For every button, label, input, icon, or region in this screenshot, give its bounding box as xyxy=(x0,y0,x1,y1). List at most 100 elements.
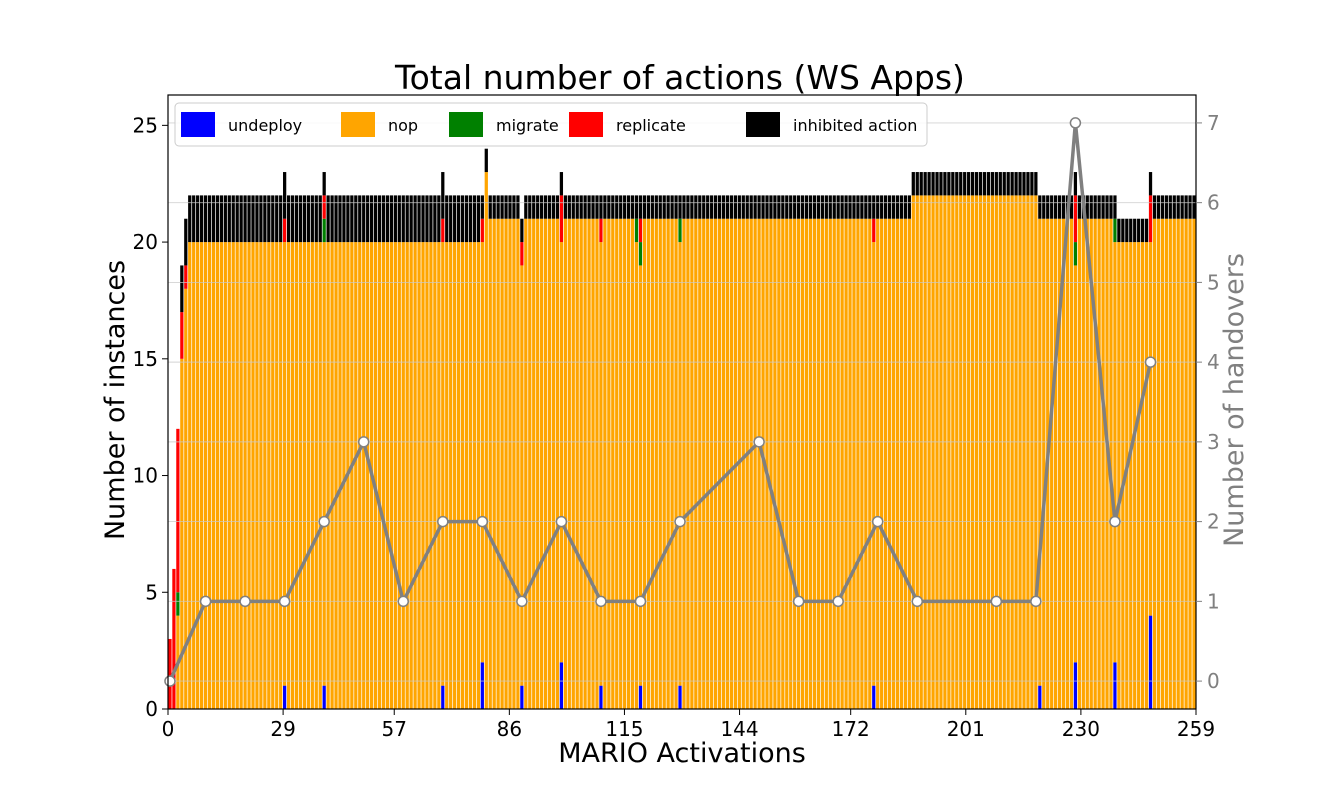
bar-nop xyxy=(982,195,987,709)
bar-inhibited-action xyxy=(358,195,362,243)
bar-nop xyxy=(907,218,911,710)
bar-nop xyxy=(1168,218,1172,710)
bar-nop xyxy=(603,218,607,710)
bar-nop xyxy=(836,218,840,710)
y2-tick-label: 5 xyxy=(1207,270,1220,294)
bar-nop xyxy=(504,218,508,710)
bar-inhibited-action xyxy=(650,195,654,219)
bar-nop xyxy=(219,242,223,709)
bar-nop xyxy=(433,242,437,709)
bar-inhibited-action xyxy=(951,172,955,196)
bar-nop xyxy=(1073,265,1078,663)
bar-inhibited-action xyxy=(682,195,686,219)
bar-inhibited-action xyxy=(508,195,512,219)
bar-nop xyxy=(1061,218,1066,710)
y2-tick-label: 1 xyxy=(1207,589,1220,613)
bar-nop xyxy=(1018,195,1022,709)
legend-swatch-nop xyxy=(341,112,375,137)
y-tick-label: 15 xyxy=(133,347,158,371)
bar-inhibited-action xyxy=(342,195,346,243)
bar-inhibited-action xyxy=(931,172,935,196)
bar-nop xyxy=(872,242,876,686)
bar-inhibited-action xyxy=(611,195,615,219)
bar-inhibited-action xyxy=(1089,195,1093,219)
handovers-point xyxy=(437,515,449,528)
bar-nop xyxy=(1152,218,1157,710)
bar-nop xyxy=(476,242,480,709)
bar-nop xyxy=(630,218,635,710)
x-tick-label: 0 xyxy=(162,717,175,741)
bar-nop xyxy=(543,218,548,710)
bar-inhibited-action xyxy=(737,195,741,219)
bar-nop xyxy=(1002,195,1006,709)
bar-inhibited-action xyxy=(1172,195,1176,219)
bar-inhibited-action xyxy=(1156,195,1161,219)
bar-nop xyxy=(820,218,824,710)
bar-nop xyxy=(1113,242,1117,663)
bar-inhibited-action xyxy=(223,195,227,243)
bar-nop xyxy=(1121,242,1125,709)
bar-replicate xyxy=(638,218,643,243)
bar-inhibited-action xyxy=(373,195,378,243)
bar-inhibited-action xyxy=(978,172,983,196)
x-tick-label: 86 xyxy=(497,717,522,741)
bar-inhibited-action xyxy=(947,172,951,196)
bar-inhibited-action xyxy=(271,195,275,243)
bar-nop xyxy=(785,218,789,710)
bar-migrate xyxy=(634,218,639,243)
bar-nop xyxy=(690,218,694,710)
bar-nop xyxy=(429,242,433,709)
bar-inhibited-action xyxy=(824,195,828,219)
bar-inhibited-action xyxy=(1168,195,1172,219)
bar-inhibited-action xyxy=(777,195,781,219)
bar-inhibited-action xyxy=(852,195,856,219)
bar-inhibited-action xyxy=(449,195,453,243)
bar-undeploy xyxy=(520,685,524,709)
bar-inhibited-action xyxy=(203,195,208,243)
bar-nop xyxy=(773,218,777,710)
bar-nop xyxy=(595,218,599,710)
bar-inhibited-action xyxy=(1093,195,1097,219)
bar-inhibited-action xyxy=(192,195,196,243)
bar-nop xyxy=(611,218,615,710)
bar-nop xyxy=(417,242,421,709)
handovers-point xyxy=(990,595,1003,608)
handovers-point xyxy=(792,595,805,608)
bar-inhibited-action xyxy=(330,195,334,243)
bar-inhibited-action xyxy=(619,195,623,219)
bar-nop xyxy=(721,218,726,710)
handovers-point xyxy=(199,595,212,608)
x-tick-label: 57 xyxy=(382,717,407,741)
bar-inhibited-action xyxy=(279,195,283,243)
bar-inhibited-action xyxy=(551,195,556,219)
bar-nop xyxy=(516,218,520,710)
bar-nop xyxy=(362,242,366,709)
bar-nop xyxy=(397,242,401,709)
bar-replicate xyxy=(1073,195,1078,243)
bar-nop xyxy=(583,218,587,710)
bar-nop xyxy=(1006,195,1010,709)
handovers-point xyxy=(595,595,607,608)
bar-inhibited-action xyxy=(393,195,397,243)
bar-replicate xyxy=(176,428,180,593)
bar-inhibited-action xyxy=(970,172,975,196)
bar-nop xyxy=(215,242,220,709)
bar-nop xyxy=(425,242,429,709)
bar-nop xyxy=(800,218,805,710)
bar-nop xyxy=(1172,218,1176,710)
bar-inhibited-action xyxy=(453,195,457,243)
bar-inhibited-action xyxy=(808,195,813,219)
bar-nop xyxy=(1184,218,1188,710)
bar-inhibited-action xyxy=(389,195,394,243)
bar-nop xyxy=(449,242,453,709)
bar-inhibited-action xyxy=(516,195,520,219)
bar-replicate xyxy=(872,218,876,243)
bar-nop xyxy=(1101,218,1105,710)
bar-nop xyxy=(279,242,283,709)
handovers-point xyxy=(832,595,844,608)
bar-inhibited-action xyxy=(512,195,516,219)
legend-swatch-inhibited-action xyxy=(746,112,780,137)
bar-nop xyxy=(207,242,212,709)
bar-nop xyxy=(508,218,512,710)
x-tick-label: 201 xyxy=(947,717,985,741)
